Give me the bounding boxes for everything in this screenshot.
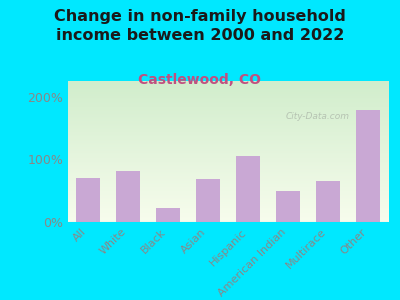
Bar — [76, 178, 100, 222]
Bar — [236, 156, 260, 222]
Text: City-Data.com: City-Data.com — [286, 112, 350, 121]
Bar — [196, 179, 220, 222]
Text: Change in non-family household
income between 2000 and 2022: Change in non-family household income be… — [54, 9, 346, 43]
Bar — [276, 191, 300, 222]
Text: Castlewood, CO: Castlewood, CO — [138, 74, 262, 88]
Bar — [116, 171, 140, 222]
Bar — [356, 110, 380, 222]
Bar — [156, 208, 180, 222]
Bar — [316, 181, 340, 222]
